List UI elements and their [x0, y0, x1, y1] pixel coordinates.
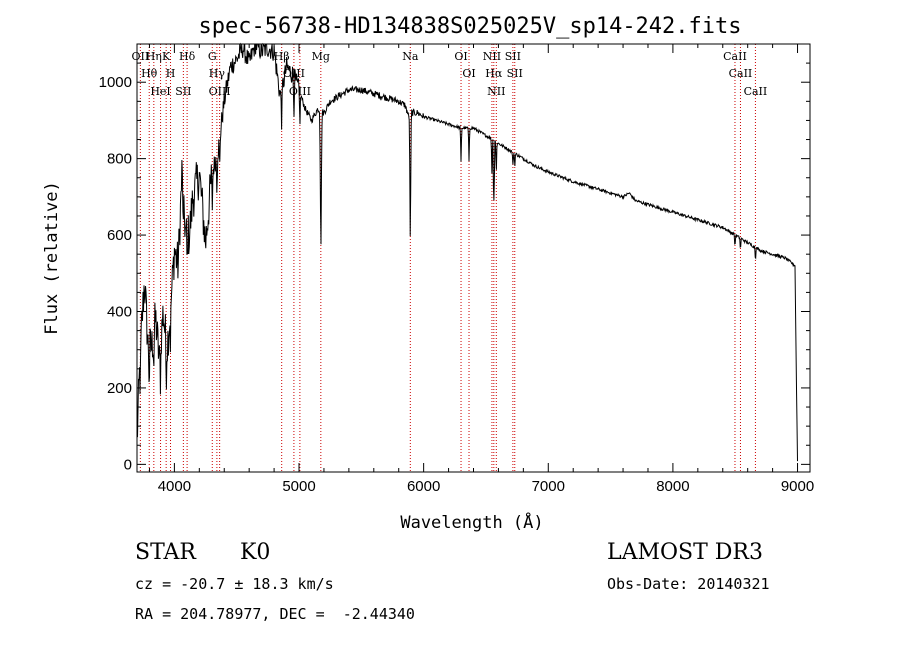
absorption-line-label: SII	[505, 50, 521, 63]
absorption-line-label: OI	[454, 50, 467, 63]
absorption-line-label: OII	[132, 50, 150, 63]
x-tick-label: 6000	[407, 478, 440, 495]
redshift-readout: cz = -20.7 ± 18.3 km/s	[135, 575, 334, 593]
y-tick-label: 1000	[99, 74, 132, 91]
y-tick-label: 600	[107, 227, 132, 244]
y-axis-label: Flux (relative)	[42, 181, 62, 335]
x-tick-label: 7000	[532, 478, 565, 495]
absorption-line-label: Na	[402, 50, 419, 63]
absorption-line-label: SII	[175, 85, 191, 98]
x-axis-label: Wavelength (Å)	[400, 511, 543, 533]
flux-series-line	[136, 42, 798, 462]
absorption-line-label: K	[162, 50, 171, 63]
absorption-line-label: Hη	[146, 50, 162, 63]
x-tick-label: 8000	[656, 478, 689, 495]
absorption-line-label: H	[166, 67, 176, 80]
absorption-line-label: Hβ	[274, 50, 290, 63]
chart-title: spec-56738-HD134838S025025V_sp14-242.fit…	[198, 14, 741, 39]
absorption-line-label: OI	[462, 67, 475, 80]
absorption-line-label: NII	[483, 50, 501, 63]
x-tick-label: 4000	[158, 478, 191, 495]
absorption-line-label: G	[208, 50, 217, 63]
object-type: STAR	[135, 540, 196, 565]
y-tick-label: 200	[107, 380, 132, 397]
coordinates-readout: RA = 204.78977, DEC = -2.44340	[135, 605, 415, 623]
x-tick-label: 5000	[282, 478, 315, 495]
absorption-line-label: Hδ	[179, 50, 196, 63]
absorption-line-label: HeI	[150, 85, 170, 98]
y-tick-label: 800	[107, 151, 132, 168]
absorption-line-label: CaII	[729, 67, 753, 80]
plot-frame	[136, 43, 811, 473]
x-tick-label: 9000	[781, 478, 814, 495]
absorption-line-label: OIII	[283, 67, 305, 80]
absorption-line-label: CaII	[744, 85, 768, 98]
y-tick-label: 0	[124, 456, 132, 473]
absorption-line-label: Hα	[485, 67, 503, 80]
absorption-line-label: Hγ	[209, 67, 226, 80]
absorption-line-label: Mg	[312, 50, 330, 63]
absorption-line-label: SII	[507, 67, 523, 80]
absorption-line-label: CaII	[723, 50, 747, 63]
absorption-line-label: NII	[487, 85, 505, 98]
absorption-line-label: OIII	[289, 85, 311, 98]
survey-name: LAMOST DR3	[607, 540, 763, 565]
spectral-class: K0	[240, 540, 271, 565]
absorption-line-label: Hθ	[141, 67, 158, 80]
observation-date: Obs-Date: 20140321	[607, 575, 770, 593]
y-tick-label: 400	[107, 304, 132, 321]
